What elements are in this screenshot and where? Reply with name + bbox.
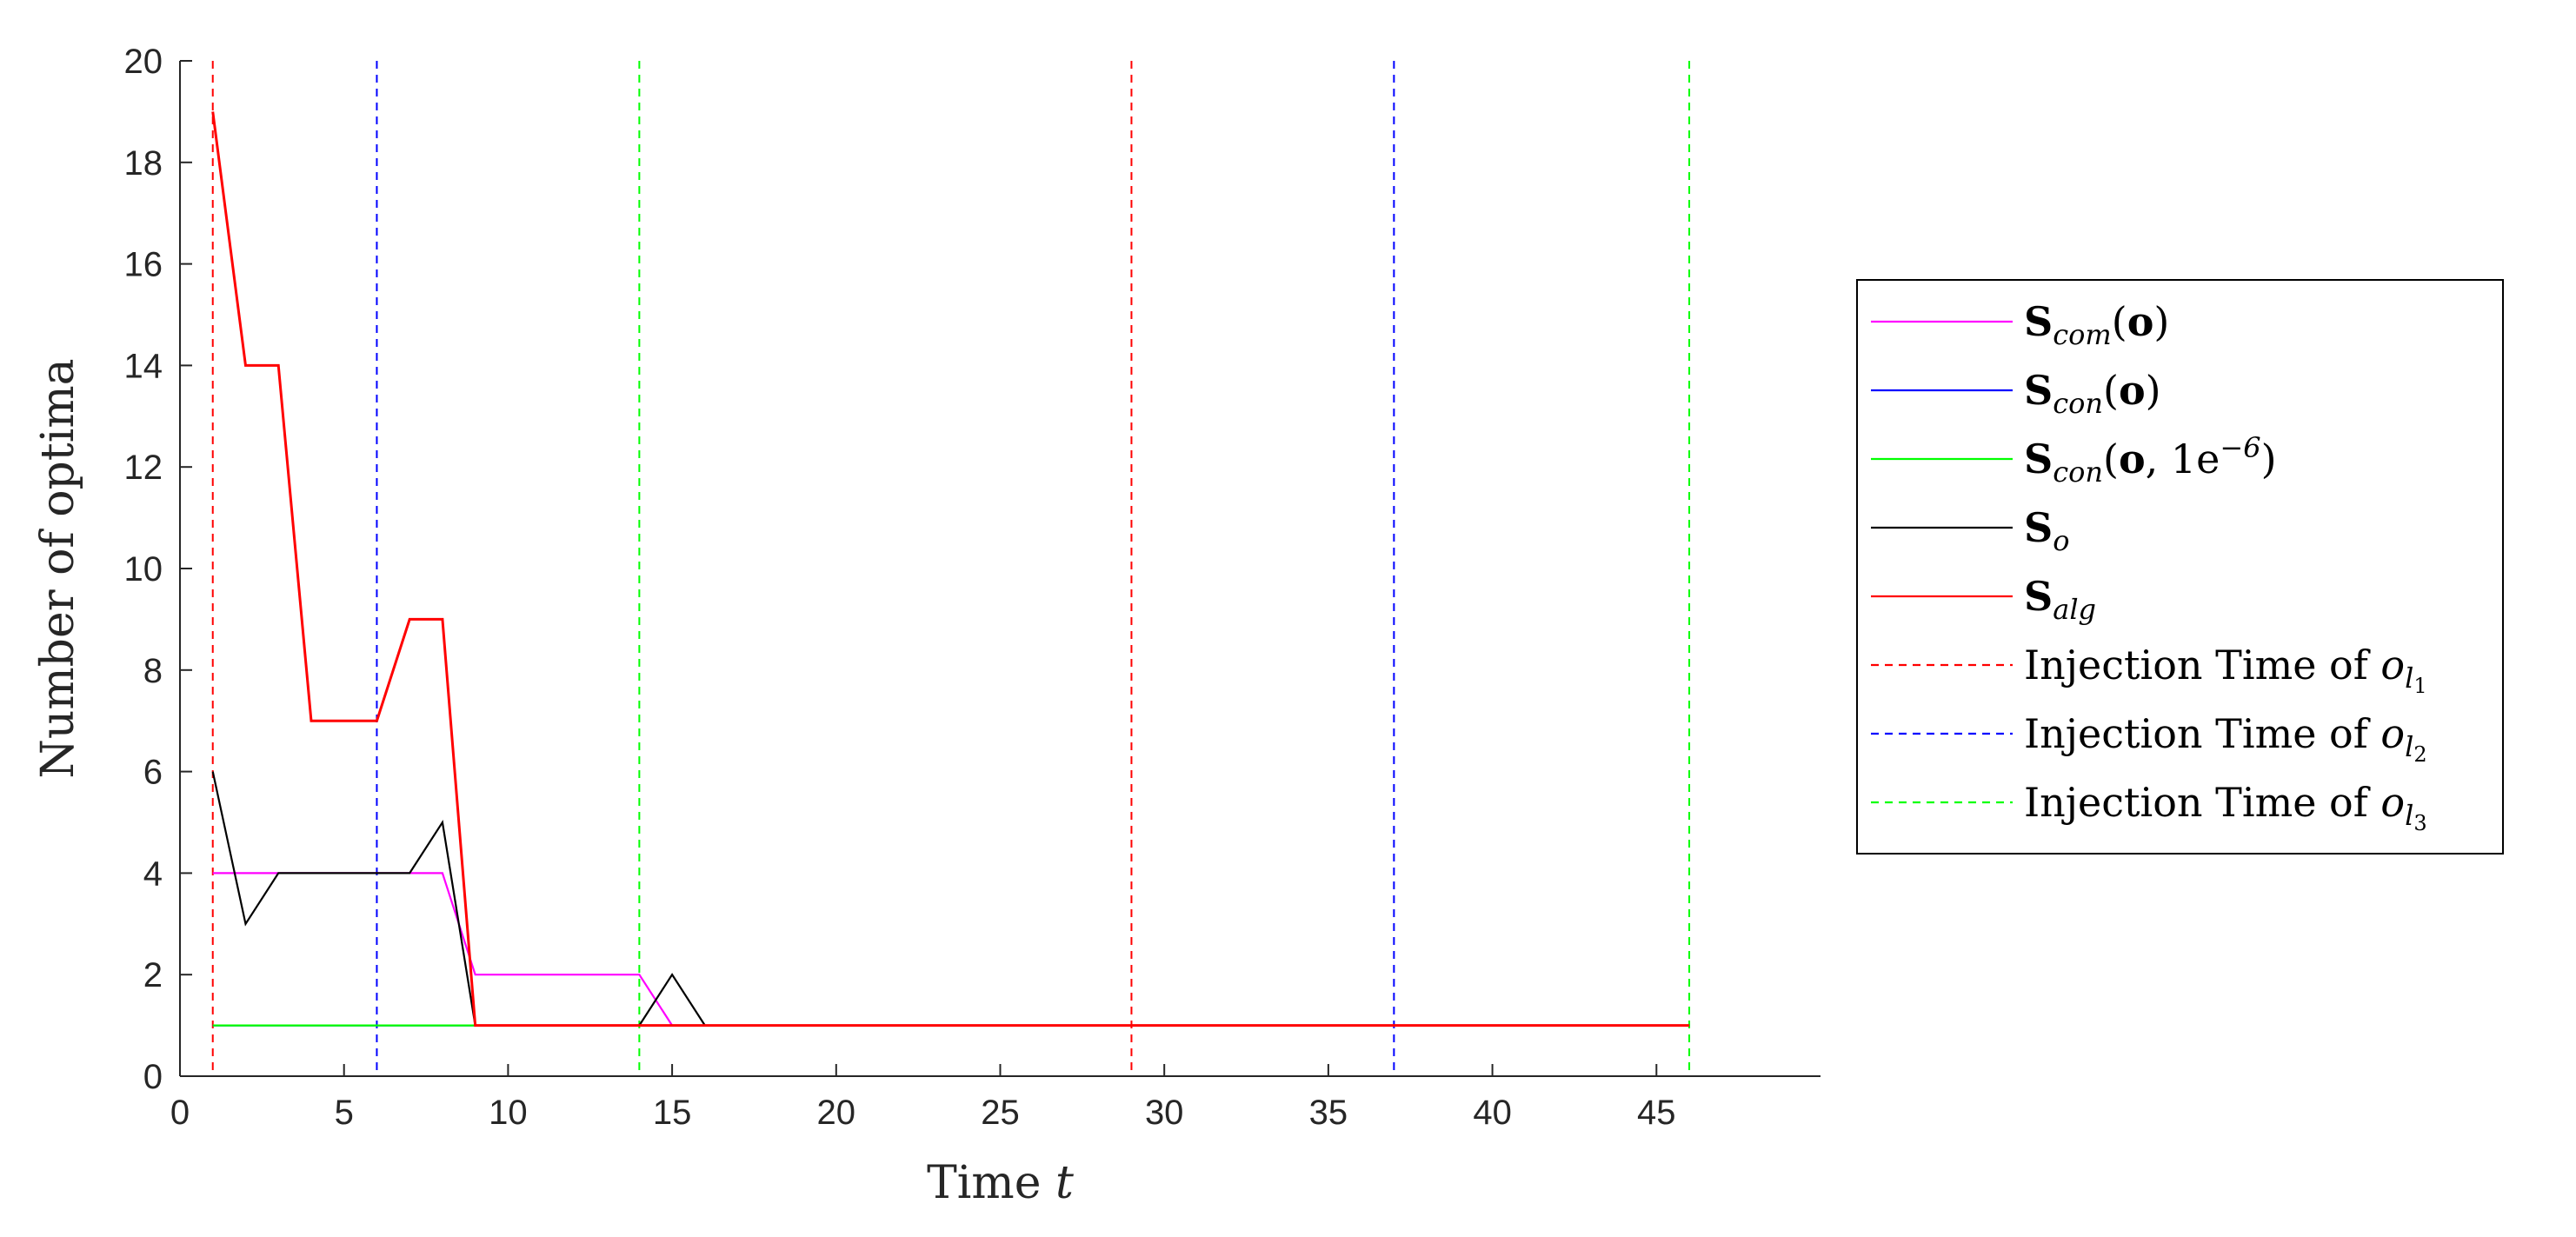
legend-label-2: Scon(o) (2024, 367, 2161, 420)
legend-label-3: Scon(o, 1e−6) (2024, 431, 2277, 489)
y-tick-label: 6 (143, 754, 163, 792)
x-tick-label: 25 (981, 1094, 1020, 1132)
series-line-5 (211, 111, 1690, 1028)
series-line-4 (211, 771, 1690, 1027)
legend-label-6: Injection Time of ol1 (2024, 642, 2427, 698)
y-tick-label: 12 (124, 449, 163, 487)
x-tick-label: 35 (1309, 1094, 1348, 1132)
x-tick-label: 30 (1145, 1094, 1184, 1132)
x-tick-label: 10 (489, 1094, 528, 1132)
y-axis-title: Number of optima (32, 358, 84, 778)
y-tick-label: 4 (143, 855, 163, 893)
y-tick-label: 0 (143, 1058, 163, 1096)
x-tick-label: 5 (335, 1094, 354, 1132)
legend-label-8: Injection Time of ol3 (2024, 779, 2427, 835)
x-tick-label: 15 (653, 1094, 692, 1132)
x-tick-label: 20 (817, 1094, 856, 1132)
series-line-1 (212, 872, 1690, 1027)
y-tick-label: 18 (124, 144, 163, 183)
y-tick-label: 14 (124, 347, 163, 385)
y-tick-label: 20 (124, 43, 163, 81)
x-axis-title: Time t (927, 1157, 1074, 1209)
x-tick-label: 0 (170, 1094, 190, 1132)
legend-label-5: Salg (2024, 573, 2096, 626)
legend-box (1856, 279, 2504, 855)
x-tick-label: 45 (1637, 1094, 1676, 1132)
y-tick-label: 16 (124, 246, 163, 284)
y-tick-label: 2 (143, 956, 163, 994)
x-tick-label: 40 (1473, 1094, 1512, 1132)
legend-label-1: Scom(o) (2024, 298, 2169, 351)
axes: 0 5 10 15 20 25 30 35 40 45 0 2 4 6 8 10 12 14 16 18 20 Time … (32, 43, 1821, 1209)
legend: Scom(o) Scon(o) Scon(o, 1e−6) So Salg Injecti… (1856, 279, 2504, 855)
plot-area (211, 61, 1691, 1076)
y-tick-label: 8 (143, 652, 163, 690)
legend-label-4: So (2024, 504, 2070, 557)
legend-label-7: Injection Time of ol2 (2024, 710, 2427, 767)
y-tick-label: 10 (124, 550, 163, 589)
